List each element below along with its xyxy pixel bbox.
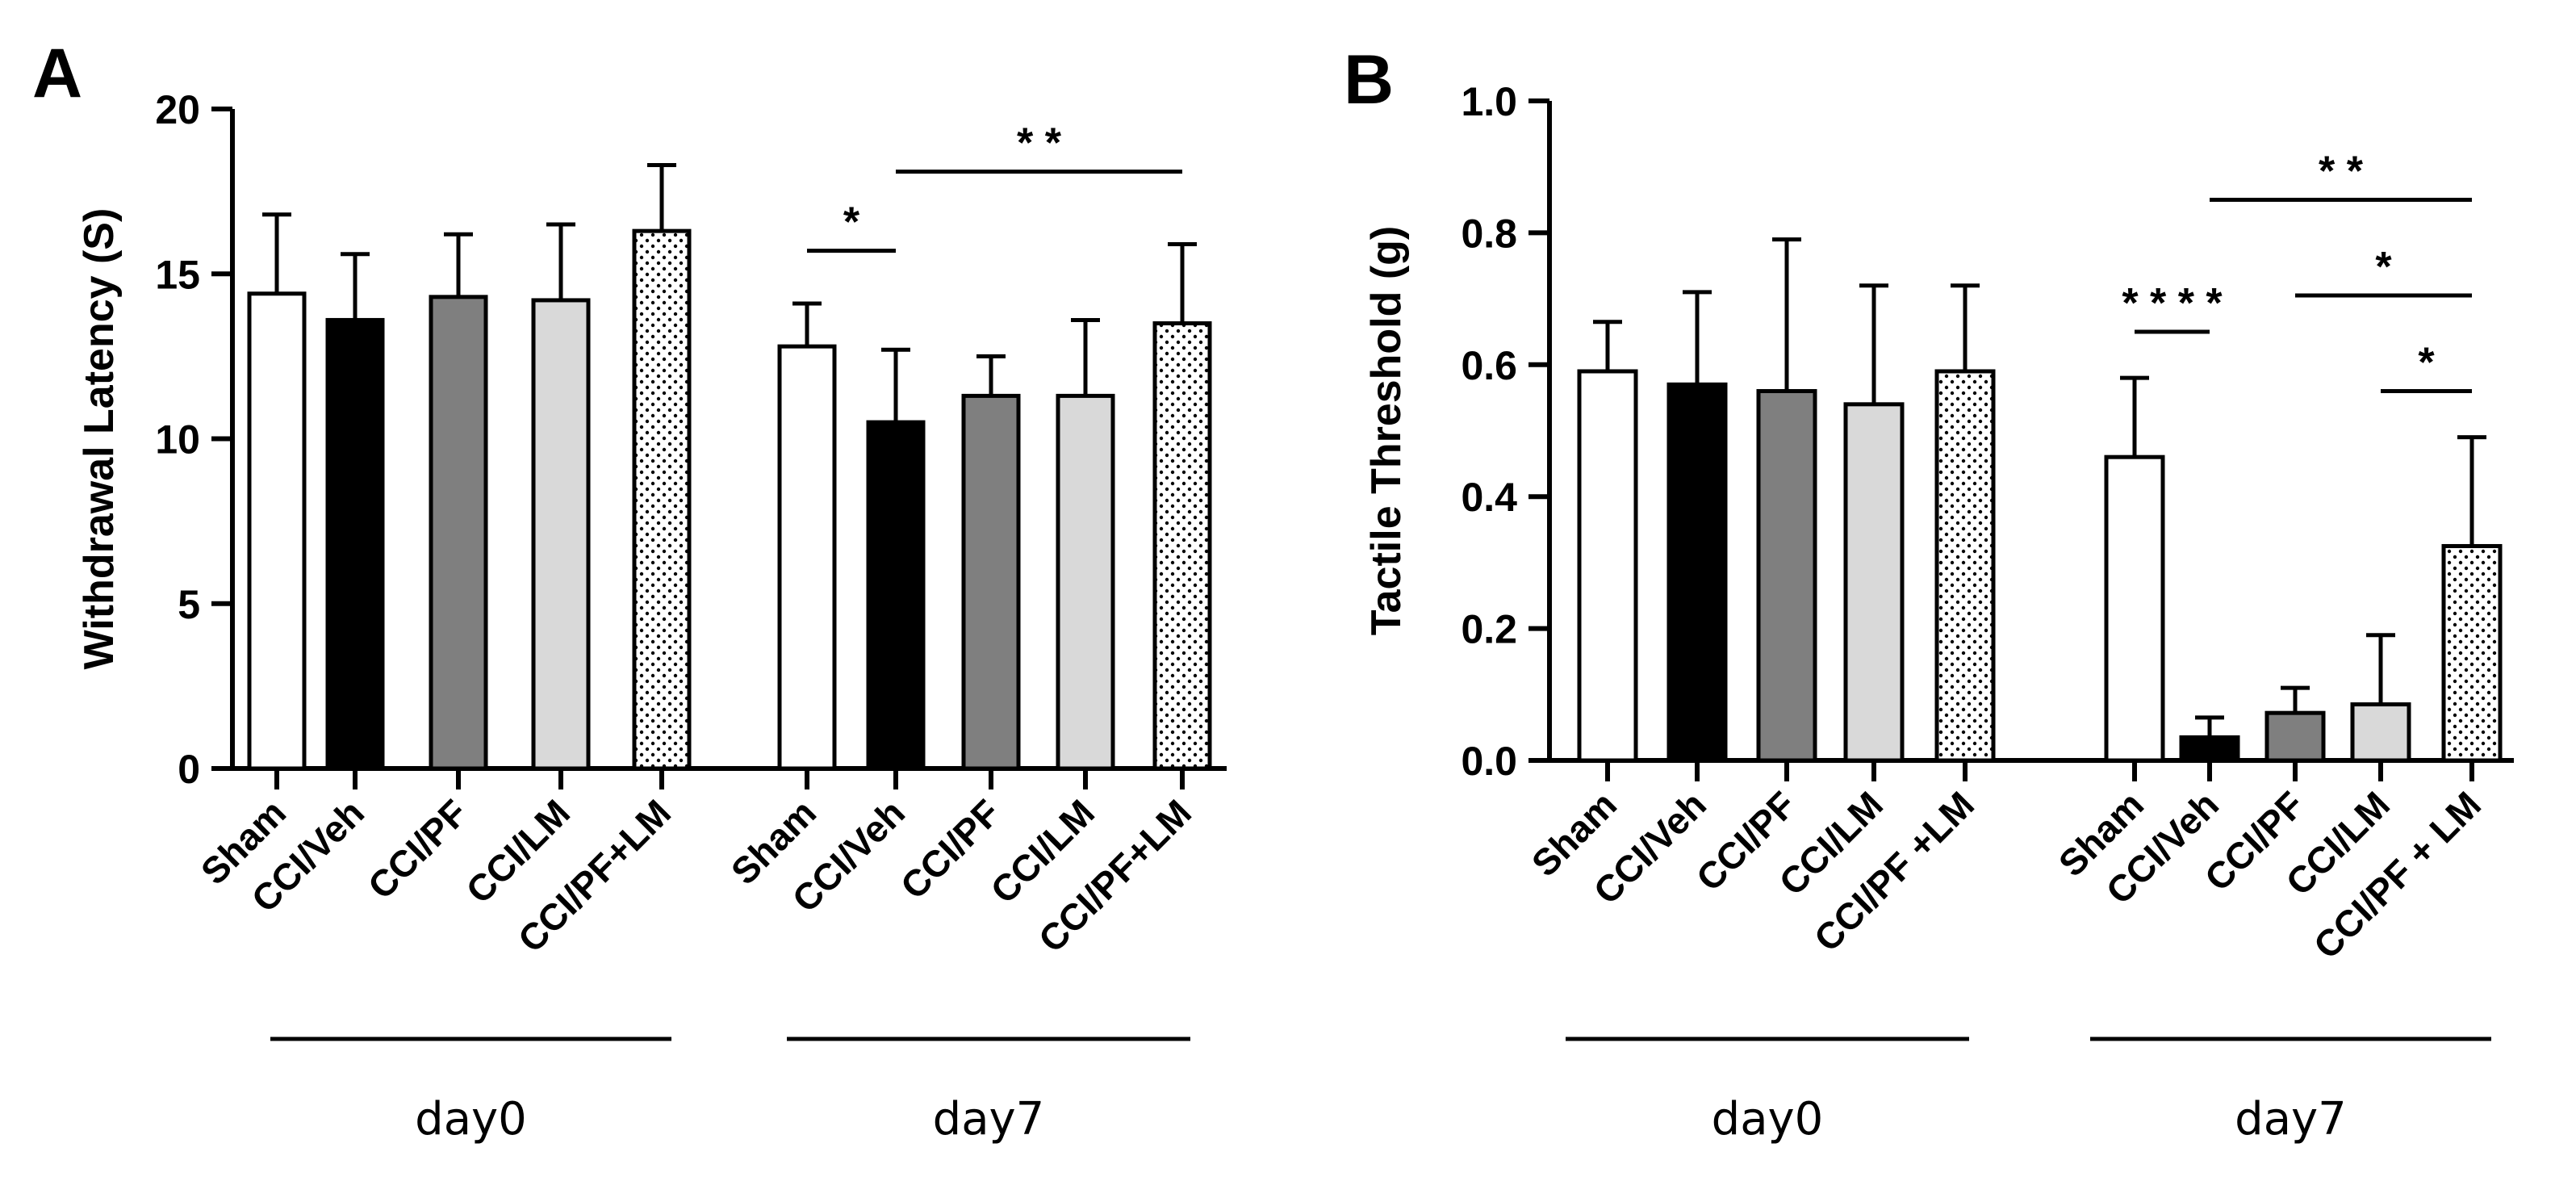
panel-letter: B (1344, 41, 1394, 119)
significance-label: * (2375, 244, 2392, 291)
bar (1934, 369, 1996, 763)
bar (2264, 710, 2326, 763)
bar (1152, 321, 1212, 771)
y-tick-label: 0.4 (1461, 475, 1517, 520)
panel-b-chart: B Tactile Threshold (g) 0.0 0.2 0.4 0.6 0.8 1.0… (1344, 41, 2514, 1145)
y-tick-label: 0.8 (1461, 211, 1517, 256)
bar (429, 295, 488, 771)
bar (632, 228, 692, 771)
y-tick-label: 0.6 (1461, 343, 1517, 388)
group-label: day7 (2235, 1093, 2347, 1145)
y-tick-label: 10 (155, 417, 200, 463)
y-axis-label: Withdrawal Latency (S) (76, 208, 123, 670)
panel-letter: A (32, 35, 82, 112)
bar (2104, 454, 2165, 763)
significance-label: * * * * (2122, 280, 2223, 327)
bar (1577, 369, 1638, 763)
bar (2179, 735, 2240, 763)
significance-label: * * (1017, 120, 1062, 167)
bar (866, 420, 926, 771)
group-label: day0 (415, 1093, 527, 1145)
y-tick-label: 0.2 (1461, 607, 1517, 652)
bar (2350, 702, 2411, 763)
bar (1843, 402, 1905, 763)
bar (961, 393, 1021, 771)
y-tick-label: 0 (178, 747, 200, 792)
group-label: day7 (933, 1093, 1045, 1145)
y-tick-label: 20 (155, 87, 200, 132)
bar (777, 344, 837, 771)
y-tick-label: 0.0 (1461, 739, 1517, 784)
group-label: day0 (1712, 1093, 1824, 1145)
bar (1756, 388, 1817, 763)
y-tick-label: 15 (155, 252, 200, 297)
y-tick-label: 1.0 (1461, 79, 1517, 124)
y-axis-label: Tactile Threshold (g) (1363, 226, 1410, 636)
significance-label: * (843, 199, 860, 246)
significance-label: * (2418, 339, 2435, 386)
bar (325, 317, 385, 771)
bar (531, 298, 591, 771)
bar (1056, 393, 1115, 771)
y-tick-label: 5 (178, 582, 200, 627)
bar (247, 291, 307, 771)
bar (2441, 543, 2503, 763)
bar (1666, 382, 1728, 763)
significance-label: * * (2319, 149, 2364, 195)
x-tick-label: CCI/PF (360, 791, 475, 907)
